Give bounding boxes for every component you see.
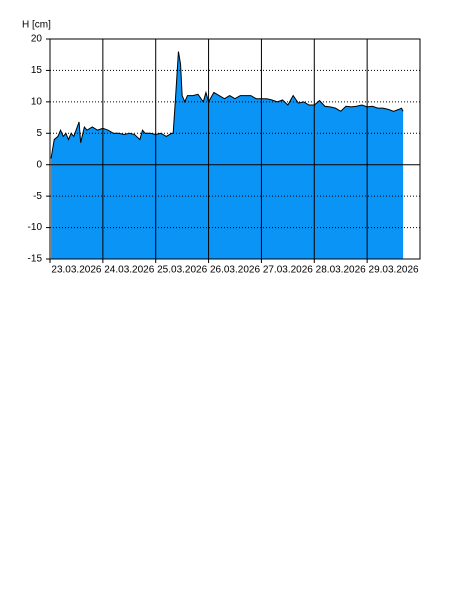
- y-tick-label: 10: [31, 96, 43, 107]
- y-tick-label: 5: [36, 128, 42, 139]
- y-tick-label: 0: [36, 159, 42, 170]
- x-tick-label: 23.03.2026: [51, 265, 101, 276]
- y-tick-label: -15: [28, 254, 43, 265]
- y-tick-label: -5: [33, 191, 42, 202]
- x-tick-label: 28.03.2026: [316, 265, 366, 276]
- plot-frame: [49, 38, 421, 260]
- y-axis-label: H [cm]: [22, 20, 51, 31]
- x-tick-label: 24.03.2026: [104, 265, 154, 276]
- area-fill: [51, 51, 404, 260]
- area-line: [50, 51, 404, 159]
- x-tick-label: 25.03.2026: [157, 265, 207, 276]
- x-tick-label: 27.03.2026: [263, 265, 313, 276]
- y-tick-label: -10: [28, 222, 43, 233]
- y-tick-label: 15: [31, 65, 43, 76]
- x-tick-label: 29.03.2026: [369, 265, 419, 276]
- x-tick-label: 26.03.2026: [210, 265, 260, 276]
- y-tick-label: 20: [31, 34, 43, 45]
